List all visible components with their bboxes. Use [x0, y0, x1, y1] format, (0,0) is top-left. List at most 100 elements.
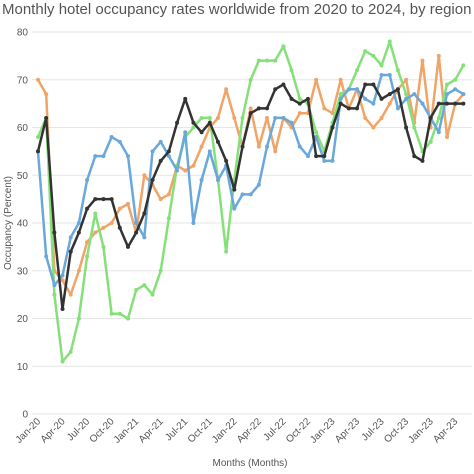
data-point — [93, 211, 98, 216]
data-point — [412, 92, 417, 97]
data-point — [436, 101, 441, 106]
data-point — [109, 221, 114, 225]
data-point — [273, 87, 278, 92]
data-point — [314, 77, 319, 82]
data-point — [314, 135, 319, 140]
data-point — [215, 139, 220, 144]
data-point — [404, 77, 409, 82]
data-point — [101, 244, 106, 249]
x-tick-label: Apr-20 — [39, 416, 68, 445]
data-point — [322, 154, 327, 159]
data-point — [68, 292, 73, 297]
data-point — [256, 106, 261, 111]
data-point — [297, 96, 302, 101]
data-point — [273, 149, 278, 154]
data-point — [305, 154, 310, 159]
x-tick-label: Jan-21 — [112, 416, 142, 446]
data-point — [330, 111, 335, 116]
data-point — [101, 225, 106, 230]
data-point — [453, 87, 458, 92]
data-point — [256, 144, 261, 149]
data-point — [420, 158, 425, 163]
data-point — [76, 316, 81, 321]
data-point — [232, 187, 237, 192]
data-point — [330, 125, 335, 130]
data-point — [387, 39, 392, 44]
data-point — [117, 225, 122, 230]
data-point — [240, 144, 245, 149]
data-point — [224, 158, 229, 163]
y-tick-label: 40 — [17, 219, 29, 230]
data-point — [265, 58, 270, 63]
data-point — [207, 120, 212, 125]
data-point — [338, 101, 343, 106]
data-point — [60, 306, 65, 311]
data-point — [363, 49, 368, 54]
data-point — [248, 111, 253, 116]
data-point — [52, 230, 57, 235]
data-point — [232, 115, 237, 120]
data-point — [322, 106, 327, 111]
data-point — [379, 115, 384, 120]
data-point — [289, 120, 294, 125]
data-point — [240, 192, 245, 197]
data-point — [445, 92, 449, 97]
data-point — [428, 115, 433, 120]
data-point — [281, 82, 286, 87]
x-tick-label: Jan-23 — [406, 416, 436, 446]
data-point — [297, 144, 302, 149]
data-point — [371, 82, 376, 87]
data-point — [44, 92, 49, 97]
data-point — [395, 106, 400, 111]
data-point — [183, 168, 188, 173]
data-point — [330, 158, 335, 163]
y-tick-label: 0 — [22, 410, 28, 421]
data-point — [355, 68, 360, 73]
data-point — [461, 92, 466, 97]
data-point — [395, 87, 400, 92]
chart-title: Monthly hotel occupancy rates worldwide … — [2, 1, 471, 18]
x-tick-label: Oct-20 — [88, 416, 117, 445]
data-point — [404, 96, 409, 101]
data-point — [85, 206, 90, 211]
data-point — [117, 139, 122, 144]
data-point — [232, 206, 237, 211]
data-point — [207, 115, 212, 120]
x-tick-label: Jan-22 — [210, 416, 240, 446]
data-point — [166, 192, 171, 197]
y-tick-label: 70 — [17, 75, 29, 86]
data-point — [134, 221, 139, 225]
data-point — [93, 197, 98, 202]
data-point — [175, 168, 180, 173]
data-point — [436, 53, 441, 58]
data-point — [453, 101, 458, 106]
data-point — [338, 77, 343, 82]
data-point — [158, 268, 163, 273]
data-point — [379, 63, 384, 68]
data-point — [142, 173, 147, 178]
data-point — [199, 115, 204, 120]
data-point — [166, 154, 171, 159]
data-point — [338, 92, 343, 97]
data-point — [134, 230, 139, 235]
data-point — [76, 221, 81, 225]
data-point — [289, 96, 294, 101]
y-tick-label: 50 — [17, 171, 29, 182]
data-point — [371, 53, 376, 58]
data-point — [248, 192, 253, 197]
data-point — [363, 96, 368, 101]
data-point — [207, 149, 212, 154]
data-point — [420, 58, 425, 63]
data-point — [125, 154, 130, 159]
data-point — [404, 92, 409, 97]
data-point — [281, 115, 286, 120]
x-tick-label: Apr-21 — [137, 416, 166, 445]
data-point — [191, 221, 196, 225]
data-point — [404, 125, 409, 130]
y-tick-label: 80 — [17, 28, 29, 39]
x-tick-label: Jan-20 — [14, 416, 44, 446]
data-point — [346, 87, 351, 92]
data-point — [412, 154, 417, 159]
data-point — [199, 178, 204, 183]
x-tick-label: Jan-23 — [308, 416, 338, 446]
